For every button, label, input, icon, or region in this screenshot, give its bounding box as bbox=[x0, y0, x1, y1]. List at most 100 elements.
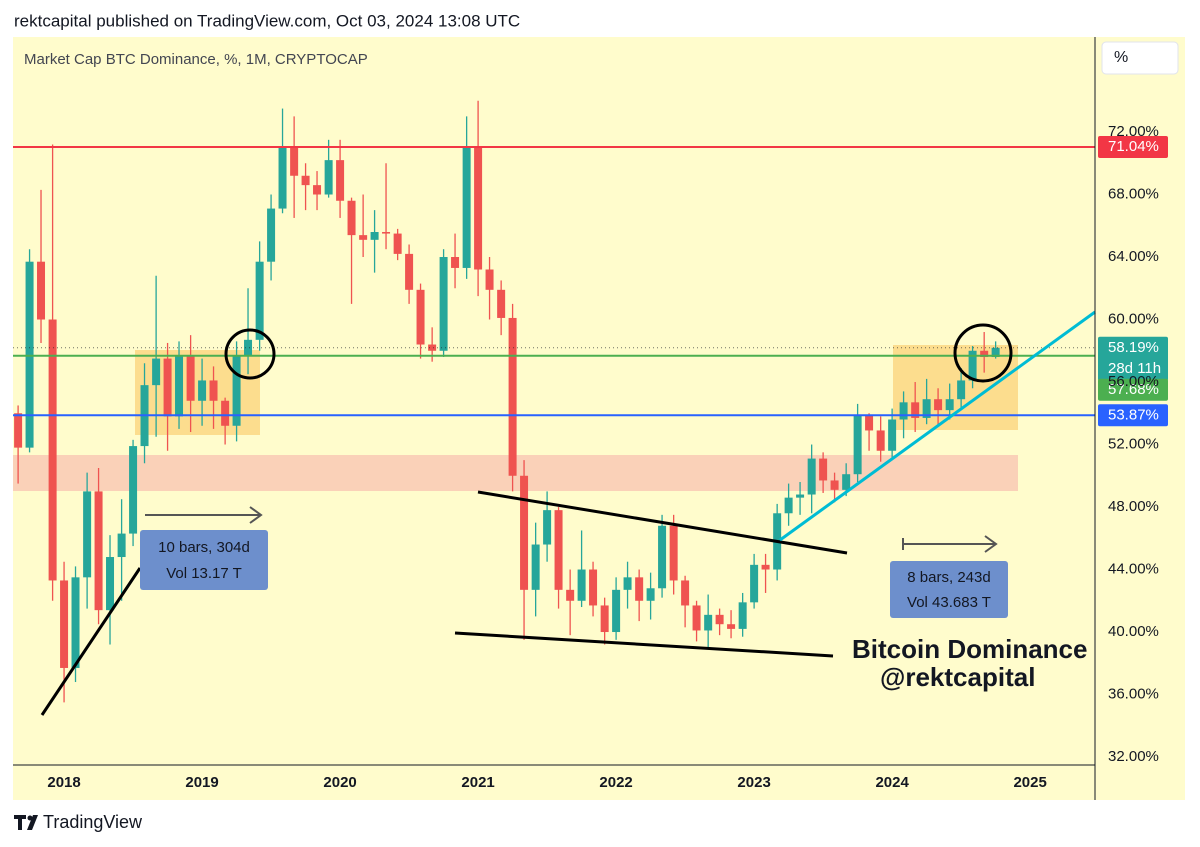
candle-body bbox=[232, 355, 241, 426]
candle-body bbox=[290, 147, 299, 176]
candle-body bbox=[267, 208, 276, 262]
x-tick-label: 2018 bbox=[47, 774, 80, 791]
candle-body bbox=[635, 577, 644, 601]
candle-body bbox=[485, 269, 494, 290]
candle-body bbox=[244, 339, 253, 356]
last-price-label: 58.19% bbox=[1108, 339, 1159, 356]
candle-body bbox=[347, 200, 356, 236]
candle-body bbox=[428, 344, 437, 351]
candle-body bbox=[681, 580, 690, 606]
candle-body bbox=[163, 358, 172, 417]
level-label: 53.87% bbox=[1108, 406, 1159, 423]
candle-body bbox=[957, 380, 966, 400]
y-tick-label: 32.00% bbox=[1108, 748, 1159, 765]
candle-body bbox=[393, 233, 402, 254]
candle-body bbox=[152, 358, 161, 386]
candle-body bbox=[416, 289, 425, 345]
annotation: @rektcapital bbox=[880, 662, 1035, 692]
candle-body bbox=[405, 253, 414, 290]
candle-body bbox=[612, 589, 621, 633]
scale-button[interactable] bbox=[1101, 41, 1179, 75]
candle-body bbox=[117, 533, 126, 558]
y-tick-label: 68.00% bbox=[1108, 185, 1159, 202]
candle-body bbox=[71, 577, 80, 668]
trend-line bbox=[454, 631, 834, 658]
x-tick-label: 2020 bbox=[323, 774, 356, 791]
countdown: 28d 11h bbox=[1108, 360, 1161, 377]
y-tick-label: 40.00% bbox=[1108, 623, 1159, 640]
candle-body bbox=[106, 557, 115, 611]
y-tick-label: 36.00% bbox=[1108, 685, 1159, 702]
highlight-circle bbox=[224, 328, 276, 380]
candle-body bbox=[14, 413, 23, 448]
level-label-box bbox=[1098, 136, 1168, 159]
candle-body bbox=[945, 399, 954, 411]
candles bbox=[14, 100, 1000, 703]
level-label-box bbox=[1098, 378, 1168, 401]
candle-body bbox=[336, 160, 345, 201]
footer-logo: TradingView bbox=[14, 812, 143, 832]
candle-body bbox=[577, 569, 586, 601]
candle-body bbox=[209, 380, 218, 401]
candle-body bbox=[922, 399, 931, 418]
candle-body bbox=[704, 614, 713, 631]
measure-box bbox=[140, 530, 268, 590]
candle-body bbox=[715, 614, 724, 625]
candle-body bbox=[439, 257, 448, 351]
level-label: 71.04% bbox=[1108, 138, 1159, 155]
measure-text: Vol 13.17 T bbox=[166, 565, 242, 582]
chart-title: Market Cap BTC Dominance, %, 1M, CRYPTOC… bbox=[24, 51, 368, 68]
logo-mark bbox=[27, 815, 38, 830]
candle-body bbox=[934, 399, 943, 411]
x-tick-label: 2024 bbox=[875, 774, 909, 791]
candle-body bbox=[899, 402, 908, 420]
candle-body bbox=[842, 474, 851, 490]
header: rektcapital published on TradingView.com… bbox=[14, 11, 520, 30]
candle-body bbox=[324, 160, 333, 195]
candle-body bbox=[807, 458, 816, 495]
logo-mark bbox=[18, 815, 22, 830]
candle-body bbox=[784, 497, 793, 514]
arrow-head bbox=[249, 506, 263, 524]
last-price-box bbox=[1098, 336, 1168, 381]
measure-text: 10 bars, 304d bbox=[158, 539, 250, 556]
candle-body bbox=[508, 317, 517, 476]
level-label-box bbox=[1098, 404, 1168, 427]
candle-body bbox=[543, 510, 552, 545]
candle-body bbox=[198, 380, 207, 401]
y-tick-label: 56.00% bbox=[1108, 373, 1159, 390]
candle-body bbox=[175, 355, 184, 417]
candle-body bbox=[462, 147, 471, 268]
measure-text: 8 bars, 243d bbox=[907, 569, 990, 586]
candle-body bbox=[382, 232, 391, 234]
arrow-head bbox=[984, 535, 998, 553]
candle-body bbox=[888, 419, 897, 451]
candle-body bbox=[48, 319, 57, 581]
candle-body bbox=[738, 602, 747, 629]
candle-body bbox=[186, 355, 195, 401]
y-tick-label: 60.00% bbox=[1108, 310, 1159, 327]
candle-body bbox=[991, 347, 1000, 358]
candle-body bbox=[255, 261, 264, 340]
candle-body bbox=[313, 185, 322, 195]
annotation: Bitcoin Dominance bbox=[852, 634, 1087, 664]
candle-body bbox=[911, 402, 920, 418]
candle-body bbox=[37, 261, 46, 320]
candle-body bbox=[60, 580, 69, 668]
candle-body bbox=[623, 577, 632, 590]
measure-box bbox=[890, 561, 1008, 618]
candle-body bbox=[301, 175, 310, 186]
scale-button-label[interactable]: % bbox=[1114, 49, 1128, 66]
candle-body bbox=[554, 510, 563, 590]
trend-line bbox=[477, 490, 848, 555]
trend-line bbox=[40, 567, 142, 716]
highlight-circle bbox=[953, 323, 1013, 383]
candle-body bbox=[94, 491, 103, 611]
candle-body bbox=[589, 569, 598, 606]
candle-body bbox=[221, 400, 230, 426]
level-label: 57.68% bbox=[1108, 381, 1159, 398]
candle-body bbox=[750, 564, 759, 603]
candle-body bbox=[658, 525, 667, 589]
candle-body bbox=[876, 430, 885, 451]
measure-text: Vol 43.683 T bbox=[907, 594, 991, 611]
